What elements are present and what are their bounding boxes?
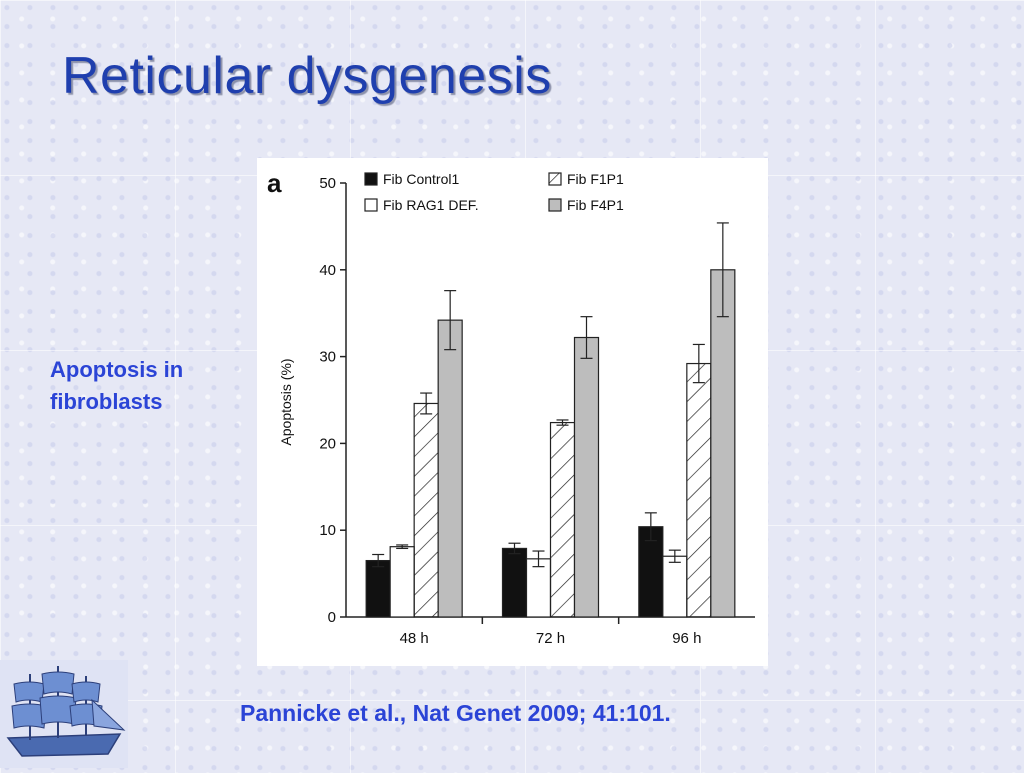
y-tick-label: 30 — [319, 349, 336, 366]
sailing-ship-icon — [6, 666, 126, 757]
legend-label: Fib Control1 — [383, 171, 459, 187]
x-tick-label: 48 h — [400, 630, 429, 647]
bar — [686, 362, 712, 618]
legend-label: Fib RAG1 DEF. — [383, 197, 479, 213]
bar — [389, 546, 415, 618]
legend-label: Fib F4P1 — [567, 197, 624, 213]
bar — [549, 421, 576, 618]
legend-swatch — [364, 172, 378, 186]
y-axis-label: Apoptosis (%) — [278, 358, 294, 445]
y-tick-label: 50 — [319, 175, 336, 192]
slide-title: Reticular dysgenesis — [62, 47, 552, 105]
bar — [638, 526, 664, 618]
bars — [365, 222, 736, 618]
bar — [662, 555, 688, 618]
legend-swatch — [548, 198, 562, 212]
bar — [437, 319, 463, 618]
bar — [573, 336, 600, 618]
bar — [710, 269, 736, 618]
y-tick-label: 10 — [319, 522, 336, 539]
citation: Pannicke et al., Nat Genet 2009; 41:101. — [240, 700, 671, 726]
side-label-line2: fibroblasts — [50, 389, 163, 414]
bar — [525, 558, 552, 618]
legend: Fib Control1 Fib F1P1 Fib RAG1 DEF. Fib F4P… — [364, 171, 624, 213]
y-tick-label: 0 — [328, 609, 336, 626]
ship-logo — [0, 660, 128, 768]
x-tick-label: 72 h — [536, 630, 565, 647]
side-label: Apoptosis in fibroblasts — [50, 354, 250, 418]
y-tick-label: 20 — [319, 435, 336, 452]
chart-panel: a Apoptosis (%) 0 10 20 30 40 50 48 h 72 h 96 h … — [257, 158, 768, 666]
y-tick-label: 40 — [319, 262, 336, 279]
panel-label: a — [267, 168, 282, 198]
legend-swatch — [548, 172, 562, 186]
bar — [501, 547, 528, 618]
bar — [413, 402, 439, 618]
x-tick-label: 96 h — [672, 630, 701, 647]
bar — [365, 559, 391, 618]
side-label-line1: Apoptosis in — [50, 357, 184, 382]
legend-swatch — [364, 198, 378, 212]
legend-label: Fib F1P1 — [567, 171, 624, 187]
